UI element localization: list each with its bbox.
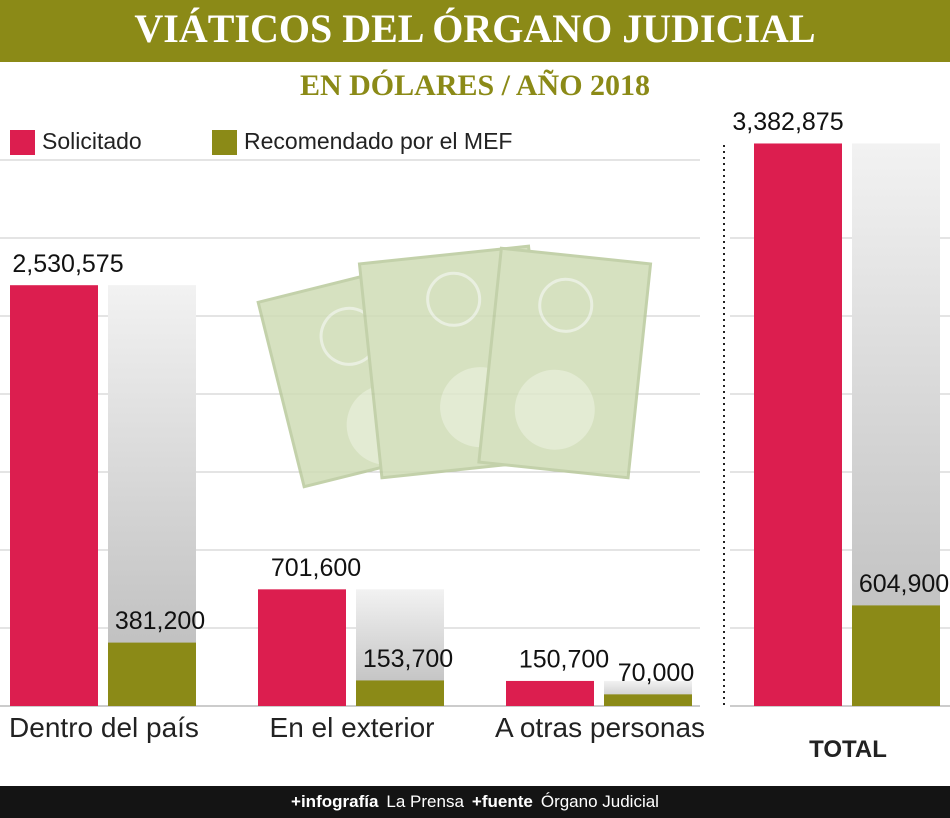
footer: +infografía La Prensa +fuente Órgano Jud… bbox=[0, 786, 950, 818]
value-label: 3,382,875 bbox=[732, 108, 843, 136]
request-shadow-bar bbox=[108, 285, 196, 706]
bars: 2,530,575 381,200 701,600 153,700 150,700 70,… bbox=[10, 108, 949, 707]
credit: La Prensa bbox=[386, 792, 464, 811]
bar bbox=[604, 694, 692, 706]
value-label: 150,700 bbox=[519, 646, 609, 674]
source-label: +fuente bbox=[471, 792, 533, 811]
bar bbox=[754, 143, 842, 707]
source: Órgano Judicial bbox=[540, 792, 659, 811]
value-label: 70,000 bbox=[618, 659, 694, 687]
bar bbox=[356, 680, 444, 706]
bar bbox=[108, 642, 196, 706]
value-label: 381,200 bbox=[115, 607, 205, 635]
value-label: 701,600 bbox=[271, 554, 361, 582]
bar bbox=[258, 589, 346, 706]
title-band bbox=[0, 0, 950, 62]
value-label: 153,700 bbox=[363, 645, 453, 673]
legend-swatch bbox=[10, 130, 35, 155]
legend-label: Solicitado bbox=[42, 128, 142, 154]
value-label: 604,900 bbox=[859, 570, 949, 598]
category-label: En el exterior bbox=[269, 712, 435, 743]
legend-label: Recomendado por el MEF bbox=[244, 128, 512, 154]
bar bbox=[10, 285, 98, 706]
money-illustration bbox=[256, 244, 653, 489]
credit-label: +infografía bbox=[291, 792, 379, 811]
chart-title: VIÁTICOS DEL ÓRGANO JUDICIAL bbox=[134, 6, 815, 51]
category-label: TOTAL bbox=[809, 736, 887, 763]
category-label: Dentro del país bbox=[9, 712, 199, 743]
category-label: A otras personas bbox=[494, 712, 706, 743]
bar bbox=[852, 605, 940, 706]
bar bbox=[506, 680, 594, 706]
value-label: 2,530,575 bbox=[12, 250, 123, 278]
legend-swatch bbox=[212, 130, 237, 155]
chart-subtitle: EN DÓLARES / AÑO 2018 bbox=[300, 69, 650, 102]
